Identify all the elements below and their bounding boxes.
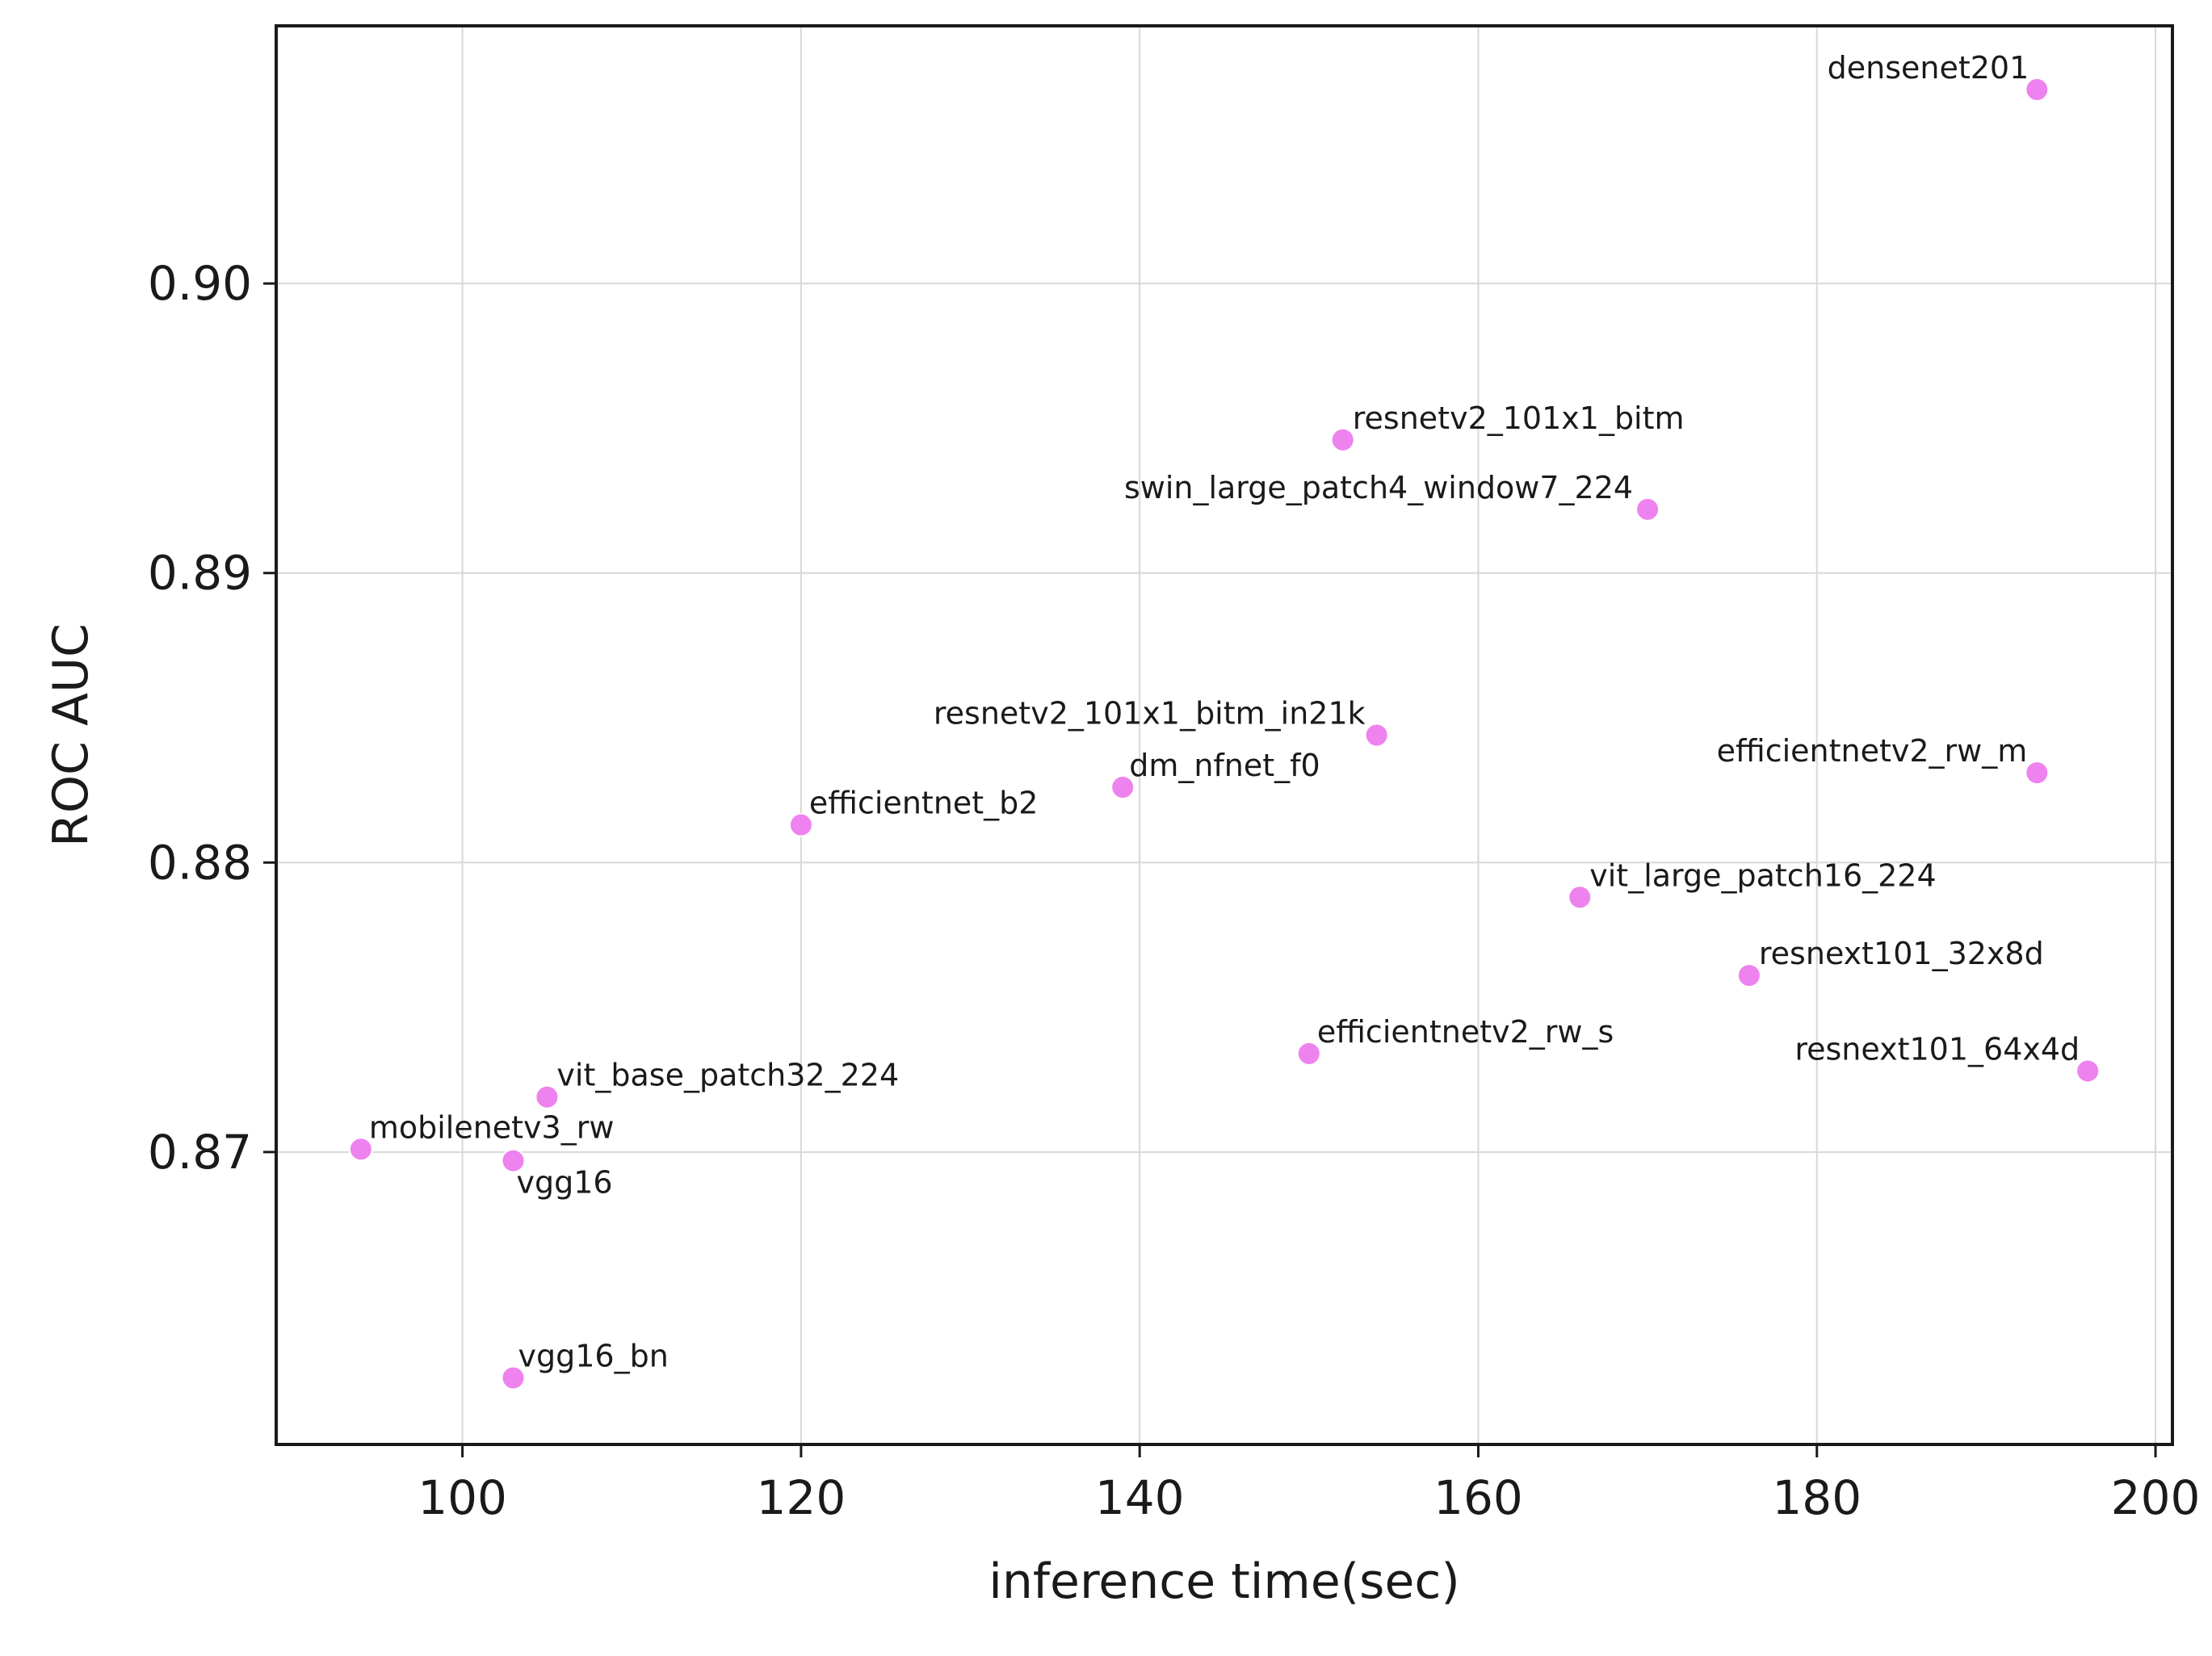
grid-lines — [276, 26, 2172, 1444]
data-point — [1635, 497, 1660, 522]
data-point — [348, 1137, 373, 1162]
y-axis-label: ROC AUC — [43, 623, 99, 847]
data-point — [535, 1084, 560, 1109]
data-point — [2076, 1059, 2101, 1084]
point-label: vit_base_patch32_224 — [556, 1058, 899, 1093]
point-label: dm_nfnet_f0 — [1129, 748, 1320, 783]
data-point — [1296, 1041, 1321, 1066]
point-labels: densenet201 resnetv2_101x1_bitm swin_large… — [369, 50, 2080, 1374]
x-tick-label: 140 — [1095, 1470, 1185, 1525]
x-tick-label: 120 — [757, 1470, 846, 1525]
data-point — [1110, 775, 1135, 800]
point-label: resnetv2_101x1_bitm_in21k — [934, 696, 1366, 732]
data-point — [2025, 77, 2050, 102]
data-point — [1364, 723, 1389, 748]
point-label: efficientnetv2_rw_m — [1717, 733, 2028, 769]
y-tick-label: 0.89 — [148, 546, 252, 601]
axis-ticks: 100 120 140 160 180 200 0.87 0.88 0.89 0.90 — [148, 256, 2201, 1525]
point-label: resnetv2_101x1_bitm — [1353, 400, 1685, 436]
x-tick-label: 200 — [2111, 1470, 2201, 1525]
point-label: vgg16 — [517, 1165, 613, 1201]
point-label: densenet201 — [1828, 50, 2029, 86]
y-tick-label: 0.87 — [148, 1125, 252, 1180]
data-point — [788, 812, 813, 837]
x-axis-label: inference time(sec) — [988, 1553, 1460, 1610]
x-tick-label: 180 — [1772, 1470, 1862, 1525]
data-point — [2025, 761, 2050, 786]
x-tick-label: 160 — [1433, 1470, 1523, 1525]
data-point — [1330, 427, 1355, 452]
point-label: vit_large_patch16_224 — [1589, 857, 1936, 893]
data-point — [501, 1365, 526, 1390]
y-tick-label: 0.88 — [148, 835, 252, 890]
point-label: vgg16_bn — [518, 1339, 669, 1374]
data-point — [1568, 885, 1593, 910]
data-point — [1736, 963, 1761, 988]
plot-frame — [275, 24, 2174, 1446]
point-label: efficientnetv2_rw_s — [1317, 1014, 1614, 1050]
x-tick-label: 100 — [418, 1470, 507, 1525]
point-label: efficientnet_b2 — [809, 786, 1039, 821]
point-label: swin_large_patch4_window7_224 — [1124, 470, 1633, 505]
point-label: resnext101_32x8d — [1759, 936, 2044, 971]
data-points — [348, 77, 2101, 1390]
point-label: resnext101_64x4d — [1794, 1031, 2080, 1067]
data-point — [501, 1148, 526, 1173]
point-label: mobilenetv3_rw — [369, 1109, 615, 1145]
y-tick-label: 0.90 — [148, 256, 252, 311]
